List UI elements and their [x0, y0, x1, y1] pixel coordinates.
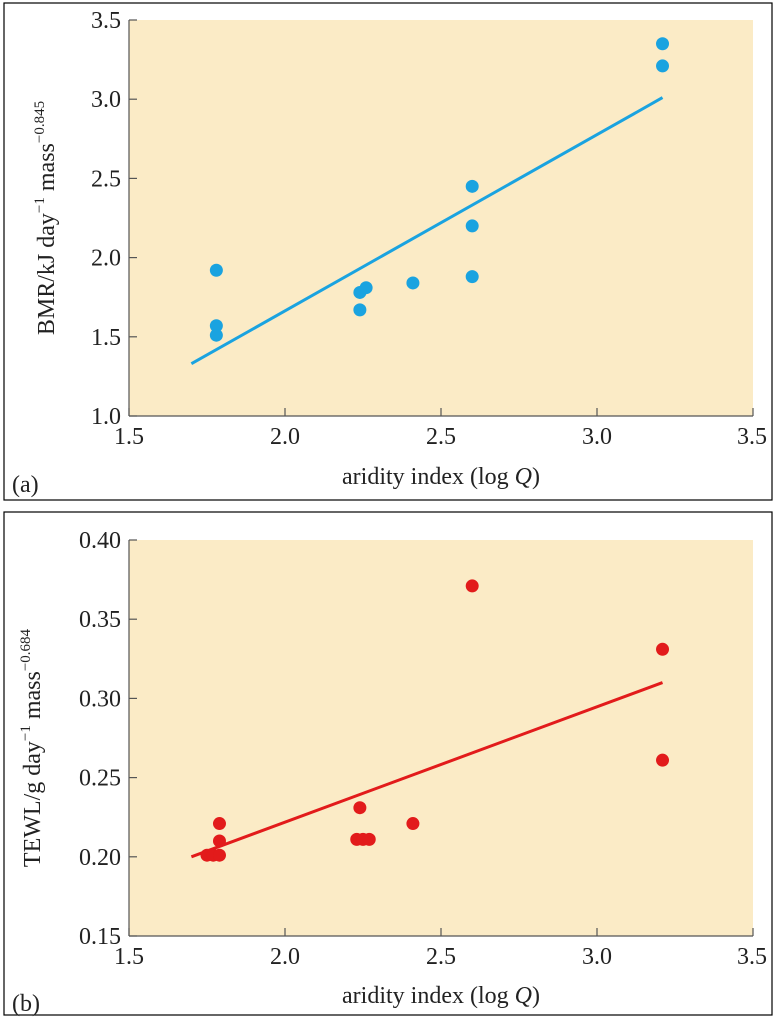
- panel-a-data-point-6: [406, 276, 420, 290]
- panel-b-x-tick-label-3: 3.0: [582, 944, 612, 970]
- panel-a-y-tick-label-5: 3.5: [91, 8, 121, 34]
- panel-a-x-tick-label-2: 2.5: [426, 424, 456, 450]
- panel-a-points: [209, 37, 670, 342]
- panel-a-y-axis-label: BMR/kJ day−1 mass−0.845: [32, 101, 60, 335]
- panel-a-data-point-10: [656, 37, 670, 51]
- panel-b-data-point-9: [406, 817, 420, 831]
- panel-a-data-point-8: [465, 219, 479, 233]
- panel-b: 1.5 2.0 2.5 3.0 3.50.150.200.250.300.350.40 …: [3, 511, 773, 1017]
- panel-b-x-tick-label-1: 2.0: [270, 944, 300, 970]
- panel-a-y-tick-label-1: 1.5: [91, 325, 121, 351]
- panel-a-plot-area: [129, 20, 753, 416]
- panel-b-y-tick-label-3: 0.30: [79, 686, 121, 712]
- panel-b-fit-line: [190, 681, 664, 859]
- panel-a-y-tick-label-4: 3.0: [91, 87, 121, 113]
- panel-b-data-point-2: [212, 848, 226, 862]
- panel-a-fit-line: [190, 96, 664, 366]
- panel-b-data-point-5: [353, 801, 367, 815]
- panel-a-y-tick-label-2: 2.0: [91, 246, 121, 272]
- panel-a-data-point-7: [465, 179, 479, 193]
- panel-b-data-point-12: [656, 753, 670, 767]
- panel-a-border: [3, 2, 773, 501]
- panel-b-border: [3, 511, 773, 1016]
- panel-a-y-tick-label-0: 1.0: [91, 404, 121, 430]
- panel-b-y-axis-label: TEWL/g day−1 mass−0.684: [18, 628, 46, 867]
- panel-a-data-point-0: [209, 263, 223, 277]
- panel-a-data-point-4: [359, 281, 373, 295]
- panel-b-x-tick-label-4: 3.5: [737, 944, 767, 970]
- panel-a-data-point-11: [656, 59, 670, 73]
- panel-a-label: (a): [12, 472, 39, 498]
- panel-b-data-point-11: [656, 642, 670, 656]
- panel-b-points: [200, 579, 670, 862]
- panel-b-plot-area: [129, 540, 753, 936]
- panel-b-y-tick-label-4: 0.35: [79, 607, 121, 633]
- panel-a-x-axis-label: aridity index (log Q): [342, 464, 540, 490]
- panel-b-data-point-3: [212, 834, 226, 848]
- panel-b-y-tick-label-1: 0.20: [79, 845, 121, 871]
- panel-a-data-point-9: [465, 270, 479, 284]
- panel-b-x-tick-label-0: 1.5: [114, 944, 144, 970]
- panel-a-data-point-5: [353, 303, 367, 317]
- panel-b-data-point-10: [465, 579, 479, 593]
- panel-a-data-point-2: [209, 328, 223, 342]
- panel-a: 1.5 2.0 2.5 3.0 3.51.01.52.02.53.03.5 aridit…: [3, 2, 773, 501]
- panel-b-x-axis-label: aridity index (log Q): [342, 983, 540, 1009]
- panel-b-y-tick-label-0: 0.15: [79, 924, 121, 950]
- panel-a-x-tick-label-1: 2.0: [270, 424, 300, 450]
- panel-a-x-tick-label-0: 1.5: [114, 424, 144, 450]
- panel-b-x-tick-label-2: 2.5: [426, 944, 456, 970]
- panel-b-ticks: 1.5 2.0 2.5 3.0 3.5 0.15 0.20 0.25 0.30 0.35 0.40: [79, 528, 767, 970]
- panel-b-data-point-4: [212, 817, 226, 831]
- panel-a-data-point-1: [209, 319, 223, 333]
- panel-b-y-tick-label-2: 0.25: [79, 766, 121, 792]
- panel-a-y-tick-label-3: 2.5: [91, 166, 121, 192]
- panel-a-ticks: 1.5 2.0 2.5 3.0 3.51.01.52.02.53.03.5: [91, 8, 767, 450]
- panel-b-label: (b): [12, 991, 40, 1017]
- panel-b-data-point-8: [362, 832, 376, 846]
- panel-a-x-tick-label-3: 3.0: [582, 424, 612, 450]
- panel-a-x-tick-label-4: 3.5: [737, 424, 767, 450]
- panel-b-y-tick-label-5: 0.40: [79, 528, 121, 554]
